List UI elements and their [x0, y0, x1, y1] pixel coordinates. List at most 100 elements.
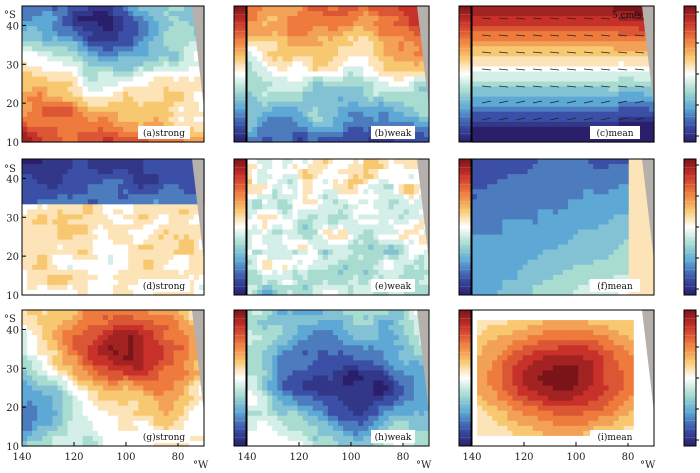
heatmap-cell [578, 116, 584, 123]
heatmap-cell [42, 274, 48, 281]
heatmap-cell [97, 6, 104, 12]
heatmap-cell [583, 46, 589, 52]
heatmap-cell [148, 66, 155, 73]
vector-arrow [532, 51, 543, 54]
heatmap-cell [97, 91, 104, 98]
heatmap-cell [133, 214, 139, 221]
heatmap-cell [322, 91, 329, 98]
heatmap-cell [118, 96, 124, 103]
heatmap-cell [32, 164, 38, 170]
heatmap-cell [573, 111, 579, 118]
heatmap-cell [408, 16, 415, 22]
heatmap-cell [628, 41, 635, 47]
heatmap-cell [343, 234, 349, 241]
heatmap-cell [353, 11, 359, 17]
heatmap-cell [262, 164, 268, 170]
heatmap-cell [542, 26, 549, 32]
heatmap-cell [178, 289, 185, 296]
heatmap-cell [322, 159, 329, 165]
heatmap-cell [138, 6, 144, 12]
heatmap-cell [492, 116, 498, 123]
heatmap-cell [87, 239, 94, 246]
heatmap-cell [388, 179, 395, 185]
heatmap-cell [413, 21, 420, 27]
heatmap-cell [563, 86, 569, 93]
heatmap-cell [332, 21, 339, 27]
heatmap-cell [183, 274, 190, 281]
heatmap-cell [383, 16, 390, 22]
heatmap-cell [67, 76, 74, 83]
heatmap-cell [563, 36, 569, 42]
heatmap-cell [378, 66, 385, 73]
heatmap-cell [338, 106, 344, 113]
heatmap-cell [403, 21, 410, 27]
heatmap-cell [492, 96, 498, 103]
heatmap-cell [338, 209, 344, 216]
heatmap-cell [193, 249, 200, 256]
heatmap-cell [183, 16, 190, 22]
heatmap-cell [277, 224, 283, 231]
heatmap-cell [532, 121, 539, 128]
heatmap-cell [312, 46, 319, 52]
heatmap-cell [643, 101, 650, 108]
heatmap-cell [247, 41, 253, 47]
heatmap-cell [92, 194, 99, 200]
heatmap-cell [188, 184, 195, 190]
heatmap-cell [32, 96, 38, 103]
heatmap-cell [277, 46, 283, 52]
heatmap-cell [188, 169, 195, 175]
heatmap-cell [588, 116, 594, 123]
heatmap-cell [348, 279, 354, 286]
vector-arrow [515, 85, 526, 88]
heatmap-cell [343, 91, 349, 98]
heatmap-cell [348, 174, 354, 180]
heatmap-cell [327, 174, 334, 180]
heatmap-cell [297, 106, 304, 113]
heatmap-cell [418, 91, 425, 98]
heatmap-cell [383, 26, 390, 32]
heatmap-cell [118, 126, 124, 133]
heatmap-cell [348, 264, 354, 271]
heatmap-cell [42, 21, 48, 27]
heatmap-cell [118, 229, 124, 236]
heatmap-cell [52, 41, 58, 47]
heatmap-cell [378, 101, 385, 108]
heatmap-cell [497, 101, 503, 108]
heatmap-cell [158, 66, 165, 73]
heatmap-cell [72, 11, 79, 17]
heatmap-cell [287, 209, 294, 216]
heatmap-cell [378, 189, 385, 195]
heatmap-cell [408, 229, 415, 236]
heatmap-cell [118, 61, 124, 68]
heatmap-cell [252, 159, 258, 165]
heatmap-cell [608, 46, 615, 52]
heatmap-cell [153, 249, 160, 256]
heatmap-cell [482, 41, 488, 47]
heatmap-cell [168, 106, 175, 113]
heatmap-cell [107, 16, 114, 22]
heatmap-cell [388, 194, 395, 200]
heatmap-cell [317, 116, 324, 123]
heatmap-cell [138, 179, 144, 185]
heatmap-cell [588, 91, 594, 98]
heatmap-cell [32, 81, 38, 88]
heatmap-cell [247, 46, 253, 52]
heatmap-cell [563, 56, 569, 63]
heatmap-cell [383, 61, 390, 68]
heatmap-cell [537, 71, 544, 78]
heatmap-cell [373, 199, 380, 205]
heatmap-cell [643, 86, 650, 93]
heatmap-cell [107, 81, 114, 88]
heatmap-cell [52, 61, 58, 68]
heatmap-cell [363, 229, 369, 236]
heatmap-cell [47, 41, 53, 47]
heatmap-cell [188, 289, 195, 296]
heatmap-cell [573, 66, 579, 73]
heatmap-cell [628, 16, 635, 22]
plot-frame [471, 5, 655, 143]
heatmap-cell [393, 224, 400, 231]
heatmap-cell [178, 26, 185, 32]
heatmap-cell [272, 179, 278, 185]
heatmap-cell [343, 254, 349, 261]
heatmap-cell [272, 269, 278, 276]
